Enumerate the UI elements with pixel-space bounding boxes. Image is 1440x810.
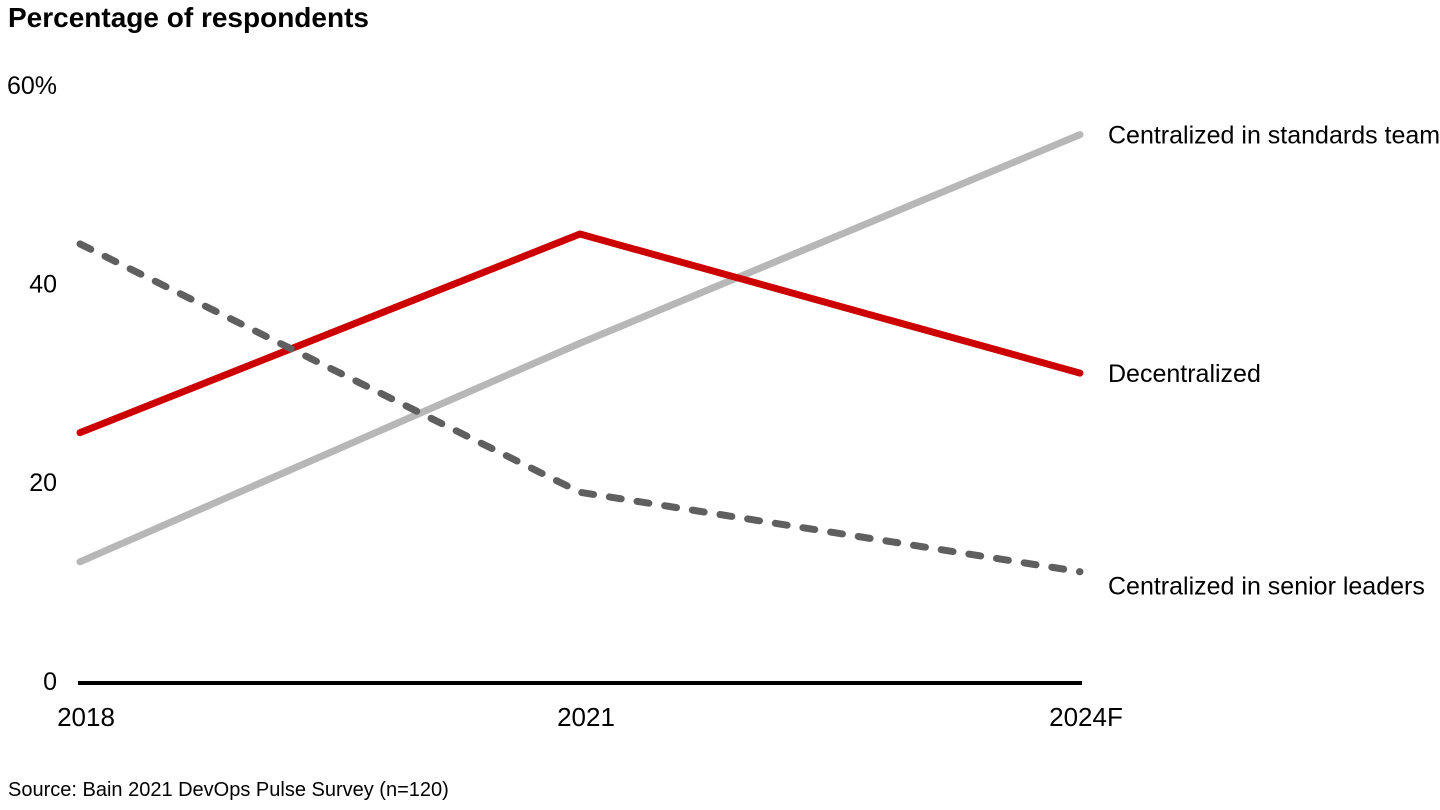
source-note: Source: Bain 2021 DevOps Pulse Survey (n…: [8, 779, 449, 801]
series-line-centralized-in-standards-team: [76, 131, 1084, 566]
y-tick-label: 0: [43, 668, 57, 696]
y-tick-label: 20: [29, 469, 57, 497]
y-tick-label: 40: [29, 270, 57, 298]
series-label-centralized-in-senior-leaders: Centralized in senior leaders: [1108, 572, 1425, 600]
chart-title: Percentage of respondents: [8, 2, 369, 33]
series-label-decentralized: Decentralized: [1108, 360, 1261, 388]
series-label-centralized-in-standards-team: Centralized in standards team: [1108, 121, 1440, 149]
x-tick-label: 2021: [557, 702, 615, 732]
x-tick-label: 2018: [57, 702, 115, 732]
series-line-decentralized: [76, 230, 1084, 437]
y-tick-label: 60%: [7, 72, 57, 100]
series-line-centralized-in-senior-leaders: [76, 240, 1084, 576]
x-tick-label: 2024F: [1049, 702, 1123, 732]
